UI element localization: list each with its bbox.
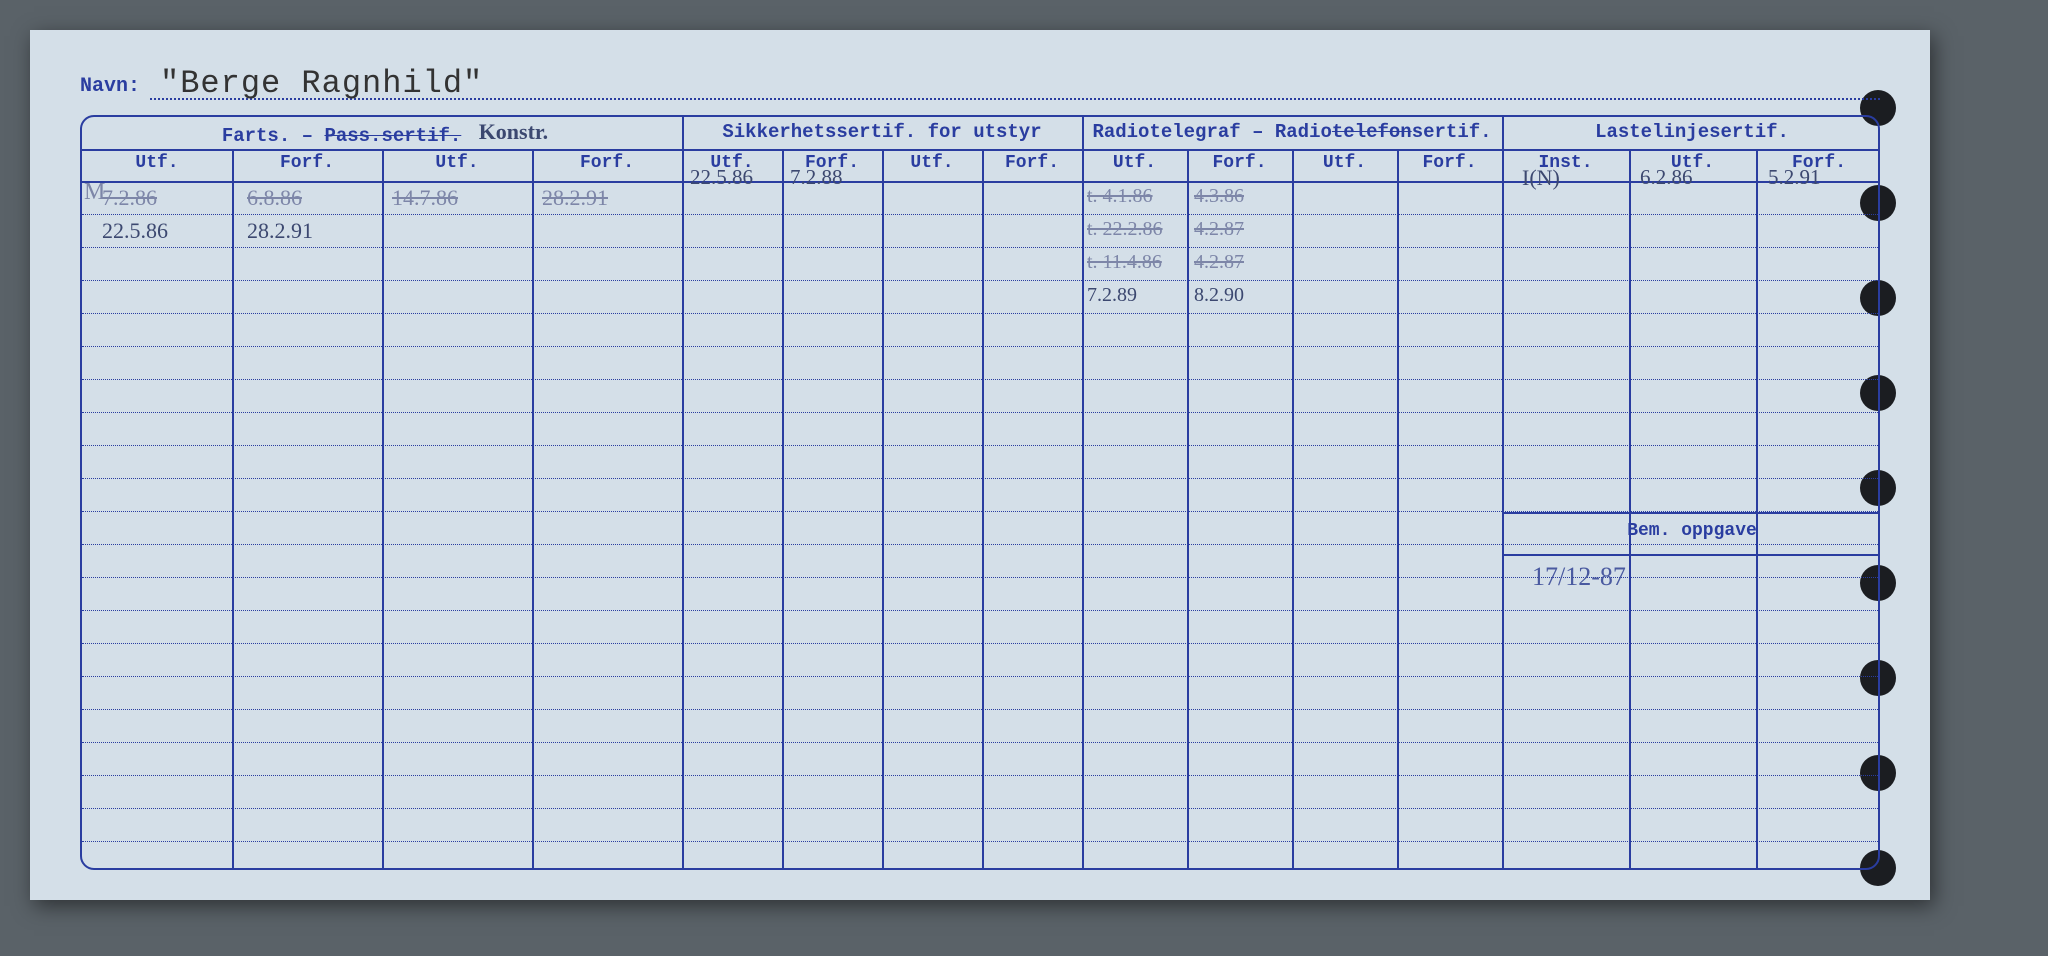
farts-title-a: Farts. –: [222, 125, 313, 147]
dotted-row: [82, 313, 1878, 314]
sub-forf: Forf.: [1187, 153, 1292, 173]
section-farts-header: Farts. – Pass.sertif. Konstr.: [82, 121, 682, 147]
radio-cell: t. 22.2.86: [1087, 218, 1163, 241]
vline-major: [1502, 117, 1504, 868]
vline: [382, 149, 384, 868]
dotted-row: [82, 214, 1878, 215]
sub-forf: Forf.: [232, 153, 382, 173]
sikkerhet-cell: 7.2.88: [790, 165, 843, 190]
dotted-row: [82, 775, 1878, 776]
dotted-row: [82, 808, 1878, 809]
vline: [1187, 149, 1189, 868]
section-sikkerhet-header: Sikkerhetssertif. for utstyr: [682, 121, 1082, 143]
vline: [1756, 149, 1758, 868]
dotted-row: [82, 742, 1878, 743]
radio-title-b: Radiotelefonsertif.: [1275, 121, 1492, 143]
sub-utf: Utf.: [1082, 153, 1187, 173]
dotted-row: [82, 610, 1878, 611]
laste-cell: 5.2.91: [1768, 165, 1821, 190]
sub-utf: Utf.: [1292, 153, 1397, 173]
vline: [1292, 149, 1294, 868]
section-radio-header: Radiotelegraf – Radiotelefonsertif.: [1082, 121, 1502, 143]
farts-cell: 22.5.86: [102, 218, 168, 244]
laste-cell: I(N): [1522, 165, 1560, 191]
farts-cell: 28.2.91: [542, 185, 608, 211]
vline: [232, 149, 234, 868]
farts-title-b: Pass.sertif.: [324, 125, 461, 147]
farts-cell: 14.7.86: [392, 185, 458, 211]
farts-cell: 6.8.86: [247, 185, 302, 211]
radio-cell: 4.3.86: [1194, 185, 1244, 208]
sub-utf: Utf.: [382, 153, 532, 173]
vline-major: [682, 117, 684, 868]
sikkerhet-cell: 22.5.86: [690, 165, 753, 190]
paper-page: Navn: "Berge Ragnhild": [30, 30, 1930, 900]
vline: [1629, 149, 1631, 868]
sub-utf: Utf.: [82, 153, 232, 173]
vline: [532, 149, 534, 868]
radio-cell: 4.2.87: [1194, 251, 1244, 274]
dotted-row: [82, 709, 1878, 710]
bem-top-line: [1502, 512, 1878, 514]
radio-cell: 7.2.89: [1087, 284, 1137, 307]
vline: [1397, 149, 1399, 868]
dotted-row: [82, 379, 1878, 380]
bem-label: Bem. oppgave: [1502, 521, 1880, 541]
bem-mid-line: [1502, 554, 1878, 556]
hline: [82, 149, 1878, 151]
farts-handwritten: Konstr.: [479, 119, 548, 144]
navn-label: Navn:: [80, 75, 140, 98]
dotted-row: [82, 346, 1878, 347]
radio-cell: t. 11.4.86: [1087, 251, 1162, 274]
dotted-row: [82, 445, 1878, 446]
section-laste-header: Lastelinjesertif.: [1502, 121, 1880, 143]
dotted-row: [82, 643, 1878, 644]
vline: [982, 149, 984, 868]
vline: [782, 149, 784, 868]
radio-title-a: Radiotelegraf –: [1092, 121, 1263, 143]
dotted-row: [82, 247, 1878, 248]
vline: [882, 149, 884, 868]
radio-cell: t. 4.1.86: [1087, 185, 1153, 208]
dotted-row: [82, 544, 1878, 545]
bem-value: 17/12-87: [1532, 562, 1626, 592]
laste-cell: 6.2.86: [1640, 165, 1693, 190]
farts-cell: 28.2.91: [247, 218, 313, 244]
certificate-table: Farts. – Pass.sertif. Konstr. Sikkerhets…: [80, 115, 1880, 870]
dotted-row: [82, 841, 1878, 842]
sub-forf: Forf.: [532, 153, 682, 173]
form-area: Navn: "Berge Ragnhild": [80, 60, 1880, 870]
navn-value: "Berge Ragnhild": [160, 65, 483, 102]
farts-cell: 7.2.86: [102, 185, 157, 211]
radio-cell: 4.2.87: [1194, 218, 1244, 241]
hline: [82, 181, 1878, 183]
radio-cell: 8.2.90: [1194, 284, 1244, 307]
sub-utf: Utf.: [882, 153, 982, 173]
dotted-row: [82, 412, 1878, 413]
dotted-row: [82, 280, 1878, 281]
dotted-row: [82, 676, 1878, 677]
vline-major: [1082, 117, 1084, 868]
dotted-row: [82, 478, 1878, 479]
sub-forf: Forf.: [982, 153, 1082, 173]
sub-forf: Forf.: [1397, 153, 1502, 173]
